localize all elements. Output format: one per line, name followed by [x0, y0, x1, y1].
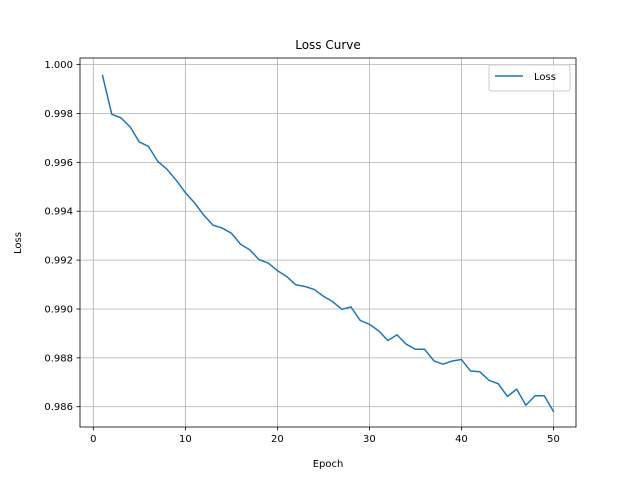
y-tick-label: 0.998 [44, 109, 73, 120]
y-tick-label: 0.992 [44, 256, 73, 267]
x-tick-label: 50 [547, 434, 560, 445]
x-tick-label: 0 [90, 434, 96, 445]
chart-title: Loss Curve [295, 38, 361, 52]
x-tick-label: 40 [455, 434, 468, 445]
series-layer [101, 74, 555, 413]
y-tick-label: 0.990 [44, 304, 73, 315]
y-tick-label: 0.988 [44, 353, 73, 364]
y-tick-label: 0.996 [44, 158, 73, 169]
plot-area [80, 58, 576, 427]
x-tick-label: 20 [271, 434, 284, 445]
x-tick-label: 30 [363, 434, 376, 445]
series-line-loss [101, 74, 555, 413]
legend-box [488, 64, 571, 92]
grid [80, 58, 576, 427]
legend: Loss [488, 64, 571, 92]
ticks: 0 10 20 30 40 50 0.986 0.988 0.990 0.992 0.994 0.99… [44, 60, 559, 445]
y-tick-label: 0.994 [44, 207, 73, 218]
y-tick-label: 0.986 [44, 402, 73, 413]
plot-frame [79, 57, 577, 428]
y-axis-label: Loss [13, 232, 24, 254]
x-axis-label: Epoch [313, 459, 344, 470]
legend-label: Loss [534, 72, 556, 83]
y-tick-label: 1.000 [44, 60, 73, 71]
x-tick-label: 10 [179, 434, 192, 445]
